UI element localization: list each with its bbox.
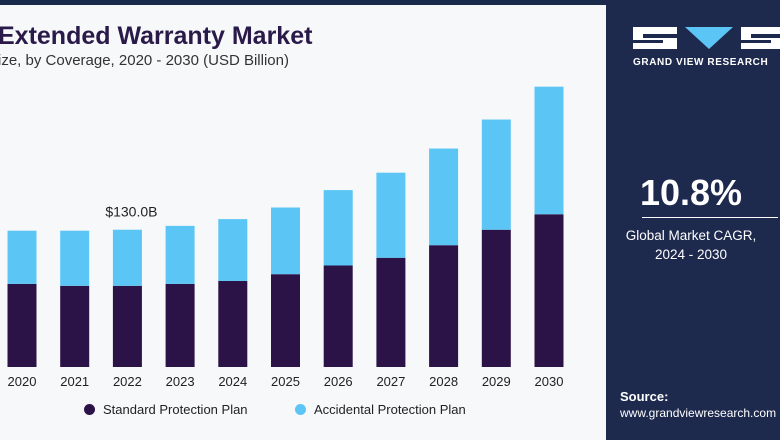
- bar-standard-2026: [323, 265, 353, 367]
- bar-standard-2023: [165, 283, 195, 367]
- legend-item-accidental: Accidental Protection Plan: [295, 402, 466, 417]
- bar-standard-2021: [60, 285, 90, 367]
- cagr-value: 10.8%: [639, 172, 743, 213]
- chart-panel: Extended Warranty Market ize, by Coverag…: [0, 0, 606, 417]
- bar-standard-2020: [7, 283, 37, 367]
- cagr-label-line2: 2024 - 2030: [654, 247, 728, 262]
- legend-swatch-standard: [84, 404, 95, 415]
- x-tick-label: 2030: [535, 374, 564, 389]
- x-tick-label: 2028: [429, 374, 458, 389]
- brand-name: GRAND VIEW RESEARCH: [633, 57, 769, 68]
- bar-accidental-2027: [376, 172, 406, 258]
- grand-view-research-logo: [633, 27, 780, 49]
- data-label-2022: $130.0B: [105, 204, 157, 220]
- legend-swatch-accidental: [295, 404, 306, 415]
- chart-subtitle: ize, by Coverage, 2020 - 2030 (USD Billi…: [0, 52, 289, 69]
- bar-accidental-2029: [481, 119, 511, 230]
- x-tick-label: 2025: [271, 374, 300, 389]
- bar-accidental-2030: [534, 86, 564, 215]
- source-url[interactable]: www.grandviewresearch.com: [620, 406, 777, 420]
- cagr-divider: [642, 217, 778, 218]
- x-tick-label: 2020: [8, 374, 37, 389]
- bar-standard-2024: [218, 280, 248, 367]
- bar-accidental-2028: [429, 148, 459, 246]
- x-tick-label: 2024: [218, 374, 247, 389]
- bar-accidental-2022: [112, 229, 142, 286]
- bar-accidental-2024: [218, 219, 248, 281]
- x-tick-label: 2022: [113, 374, 142, 389]
- bar-standard-2028: [429, 245, 459, 367]
- x-tick-label: 2021: [60, 374, 89, 389]
- cagr-label-line1: Global Market CAGR,: [625, 228, 757, 243]
- stacked-bar-chart: 2020 2021 2022 2023 2024 2025 2026 2027 2028 2029…: [7, 86, 564, 389]
- bar-accidental-2026: [323, 190, 353, 266]
- bar-standard-2025: [271, 274, 300, 367]
- top-rule: [0, 0, 606, 5]
- x-tick-label: 2027: [376, 374, 405, 389]
- cagr-label: Global Market CAGR, 2024 - 2030: [606, 226, 776, 264]
- bar-standard-2027: [376, 257, 406, 367]
- bar-standard-2030: [534, 214, 564, 367]
- x-tick-label: 2026: [324, 374, 353, 389]
- x-tick-label: 2023: [166, 374, 195, 389]
- bar-accidental-2020: [7, 230, 37, 284]
- chart-title: Extended Warranty Market: [0, 22, 313, 50]
- legend-label-accidental: Accidental Protection Plan: [314, 402, 466, 417]
- legend-item-standard: Standard Protection Plan: [84, 402, 248, 417]
- bar-standard-2029: [481, 229, 511, 367]
- bar-accidental-2023: [165, 225, 195, 284]
- bar-accidental-2021: [60, 230, 90, 286]
- bar-standard-2022: [112, 285, 142, 367]
- info-sidebar: GRAND VIEW RESEARCH 10.8% Global Market …: [606, 0, 780, 440]
- x-tick-label: 2029: [482, 374, 511, 389]
- bar-accidental-2025: [271, 207, 300, 275]
- source-label: Source:: [620, 389, 669, 404]
- legend-label-standard: Standard Protection Plan: [103, 402, 248, 417]
